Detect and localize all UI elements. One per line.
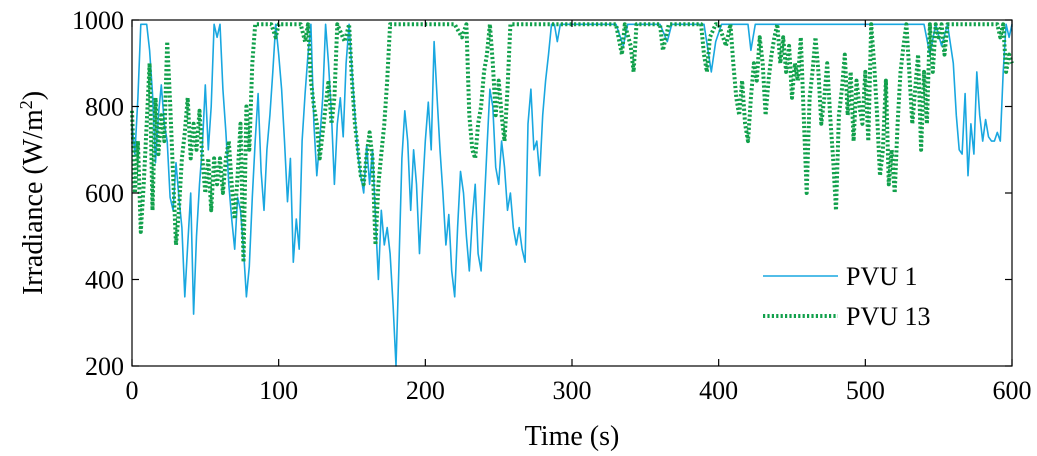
plot-lines bbox=[130, 22, 1014, 367]
legend-label-pvu-13: PVU 13 bbox=[846, 302, 931, 331]
y-tick-label: 400 bbox=[85, 266, 124, 295]
legend-label-pvu-1: PVU 1 bbox=[846, 262, 918, 291]
series-line-pvu-13 bbox=[130, 22, 1014, 265]
y-tick-label: 800 bbox=[85, 93, 124, 122]
x-tick-label: 500 bbox=[846, 376, 885, 405]
series-line-pvu-1 bbox=[131, 23, 1013, 367]
x-tick-label: 600 bbox=[993, 376, 1032, 405]
y-tick-label: 1000 bbox=[72, 6, 124, 35]
x-tick-label: 200 bbox=[406, 376, 445, 405]
y-tick-label: 200 bbox=[85, 352, 124, 381]
y-tick-label: 600 bbox=[85, 179, 124, 208]
y-axis-title-main: Irradiance (W/m bbox=[18, 109, 49, 295]
y-axis-title-tail: ) bbox=[18, 91, 49, 100]
legend: PVU 1 PVU 13 bbox=[763, 262, 931, 331]
x-axis-title: Time (s) bbox=[525, 421, 620, 452]
x-tick-label: 400 bbox=[699, 376, 738, 405]
x-tick-label: 100 bbox=[259, 376, 298, 405]
x-tick-label: 0 bbox=[126, 376, 139, 405]
x-tick-label: 300 bbox=[553, 376, 592, 405]
ticks: 0 100 200 300 400 500 600 200 400 600 800 1000 bbox=[72, 6, 1032, 405]
y-axis-title: Irradiance (W/m2) bbox=[16, 91, 49, 295]
y-axis-title-superscript: 2 bbox=[16, 100, 36, 109]
